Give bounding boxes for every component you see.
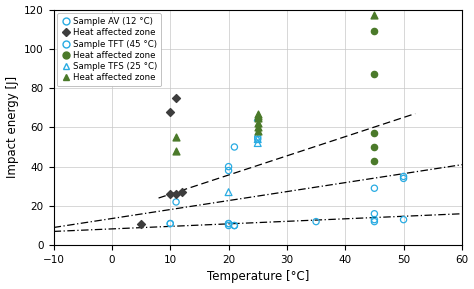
Point xyxy=(166,221,174,226)
Point xyxy=(371,29,378,34)
Point xyxy=(166,192,174,197)
Point xyxy=(371,13,378,18)
Point xyxy=(225,190,232,194)
Point xyxy=(166,109,174,114)
Point xyxy=(400,217,407,222)
Point xyxy=(172,135,180,140)
Point xyxy=(225,164,232,169)
Point xyxy=(254,125,262,130)
Point xyxy=(254,141,262,145)
Point xyxy=(312,219,320,224)
Point xyxy=(225,168,232,173)
Point xyxy=(254,115,262,120)
Point xyxy=(371,186,378,190)
Point xyxy=(254,121,262,126)
Y-axis label: Impact energy [J]: Impact energy [J] xyxy=(6,76,18,178)
Point xyxy=(166,221,174,226)
Point xyxy=(254,129,262,134)
Point xyxy=(254,137,262,141)
Point xyxy=(172,149,180,153)
Point xyxy=(371,131,378,136)
Legend: Sample AV (12 °C), Heat affected zone, Sample TFT (45 °C), Heat affected zone, S: Sample AV (12 °C), Heat affected zone, S… xyxy=(57,13,161,86)
Point xyxy=(254,113,262,118)
Point xyxy=(231,223,238,228)
Point xyxy=(137,221,145,226)
Point xyxy=(254,135,262,140)
Point xyxy=(172,96,180,100)
Point xyxy=(172,192,180,197)
Point xyxy=(172,200,180,204)
Point xyxy=(231,223,238,228)
Point xyxy=(371,217,378,222)
Point xyxy=(400,174,407,179)
Point xyxy=(371,219,378,224)
Point xyxy=(178,190,186,194)
Point xyxy=(371,158,378,163)
Point xyxy=(225,223,232,228)
Point xyxy=(371,145,378,149)
Point xyxy=(231,145,238,149)
Point xyxy=(254,111,262,116)
Point xyxy=(371,72,378,77)
Point xyxy=(225,221,232,226)
Point xyxy=(254,115,262,120)
Point xyxy=(225,221,232,226)
Point xyxy=(400,176,407,181)
X-axis label: Temperature [°C]: Temperature [°C] xyxy=(207,271,309,284)
Point xyxy=(371,212,378,216)
Point xyxy=(254,137,262,141)
